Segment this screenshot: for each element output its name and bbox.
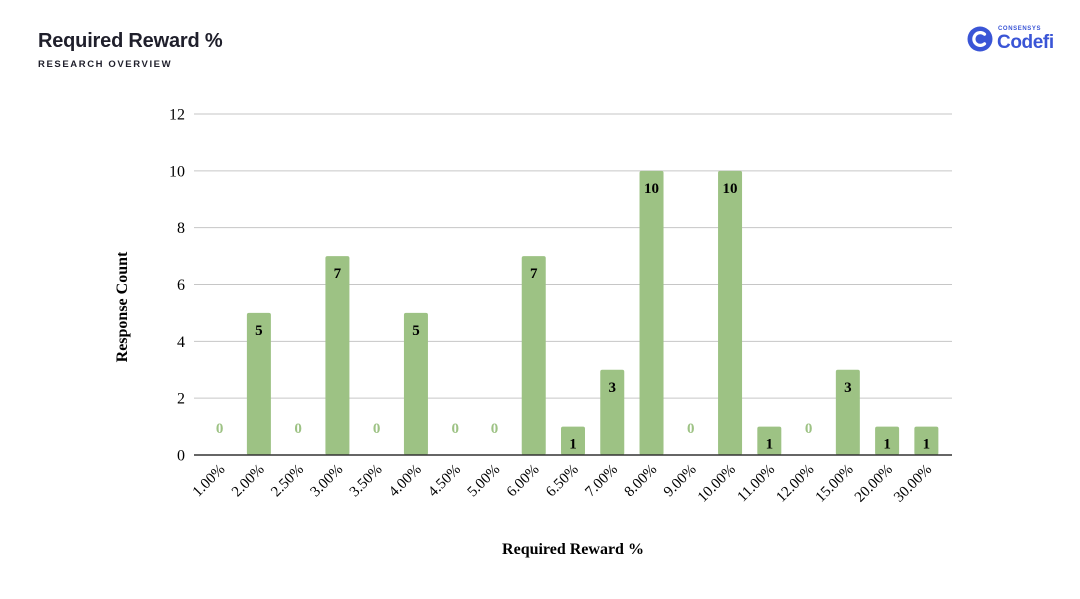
data-label: 10 [723, 181, 738, 197]
data-label: 7 [334, 266, 342, 282]
bar [835, 369, 860, 455]
data-label: 3 [609, 380, 617, 396]
y-tick-label: 8 [177, 220, 185, 237]
x-tick-label: 11.00% [735, 462, 779, 506]
x-tick-label: 30.00% [891, 462, 935, 506]
x-tick-labels: 1.00% 2.00% 2.50% 3.00% 3.50% 4.00% 4.50% 5.00%… [190, 462, 935, 506]
x-tick-label: 6.00% [504, 462, 543, 501]
bar [403, 312, 428, 455]
y-tick-labels: 0 2 4 6 8 10 12 [169, 107, 185, 465]
x-tick-label: 2.50% [268, 462, 307, 501]
codefi-logo-icon [967, 26, 993, 52]
data-label: 0 [294, 421, 302, 437]
data-label: 5 [255, 323, 263, 339]
data-label: 0 [805, 421, 813, 437]
data-label: 5 [412, 323, 420, 339]
x-tick-label: 20.00% [852, 462, 896, 506]
data-label: 0 [491, 421, 499, 437]
y-tick-label: 2 [177, 391, 185, 408]
data-label: 1 [766, 437, 774, 453]
data-label: 1 [923, 437, 931, 453]
y-axis-title: Response Count [114, 251, 131, 362]
bar [914, 426, 939, 455]
bars [246, 170, 939, 456]
data-label: 1 [883, 437, 891, 453]
data-label: 7 [530, 266, 538, 282]
bar [521, 256, 546, 455]
x-tick-label: 12.00% [773, 462, 817, 506]
x-tick-label: 6.50% [543, 462, 582, 501]
bar [639, 170, 664, 456]
bar [875, 426, 900, 455]
y-tick-label: 6 [177, 277, 185, 294]
brand-small-text: CONSENSYS [998, 26, 1042, 32]
x-tick-label: 3.50% [347, 462, 386, 501]
bar [718, 170, 743, 456]
data-label: 1 [569, 437, 577, 453]
bar [325, 256, 350, 455]
data-label: 10 [644, 181, 659, 197]
page-title: Required Reward % [38, 30, 223, 52]
x-tick-label: 3.00% [308, 462, 347, 501]
x-tick-label: 4.00% [386, 462, 425, 501]
x-tick-label: 8.00% [622, 462, 661, 501]
bar [600, 369, 625, 455]
x-axis-title: Required Reward % [502, 541, 644, 558]
bar [561, 426, 585, 455]
brand-logo: CONSENSYS Codefi [966, 24, 1062, 54]
bar [246, 312, 271, 455]
data-label: 0 [451, 421, 459, 437]
brand-name: Codefi [997, 32, 1054, 53]
data-label: 0 [216, 421, 224, 437]
y-tick-label: 4 [177, 334, 185, 351]
x-tick-label: 7.00% [582, 462, 621, 501]
data-label: 0 [687, 421, 695, 437]
y-tick-label: 10 [169, 163, 185, 180]
y-tick-label: 12 [169, 107, 185, 124]
x-tick-label: 10.00% [695, 462, 739, 506]
data-label: 0 [373, 421, 381, 437]
data-label: 3 [844, 380, 852, 396]
x-tick-label: 15.00% [813, 462, 857, 506]
bar [757, 426, 782, 455]
x-tick-label: 2.00% [229, 462, 268, 501]
x-tick-label: 5.00% [465, 462, 504, 501]
x-tick-label: 4.50% [425, 462, 464, 501]
gridlines [194, 113, 952, 399]
y-tick-label: 0 [177, 448, 185, 465]
x-tick-label: 1.00% [190, 462, 229, 501]
page-subtitle: RESEARCH OVERVIEW [38, 59, 173, 70]
